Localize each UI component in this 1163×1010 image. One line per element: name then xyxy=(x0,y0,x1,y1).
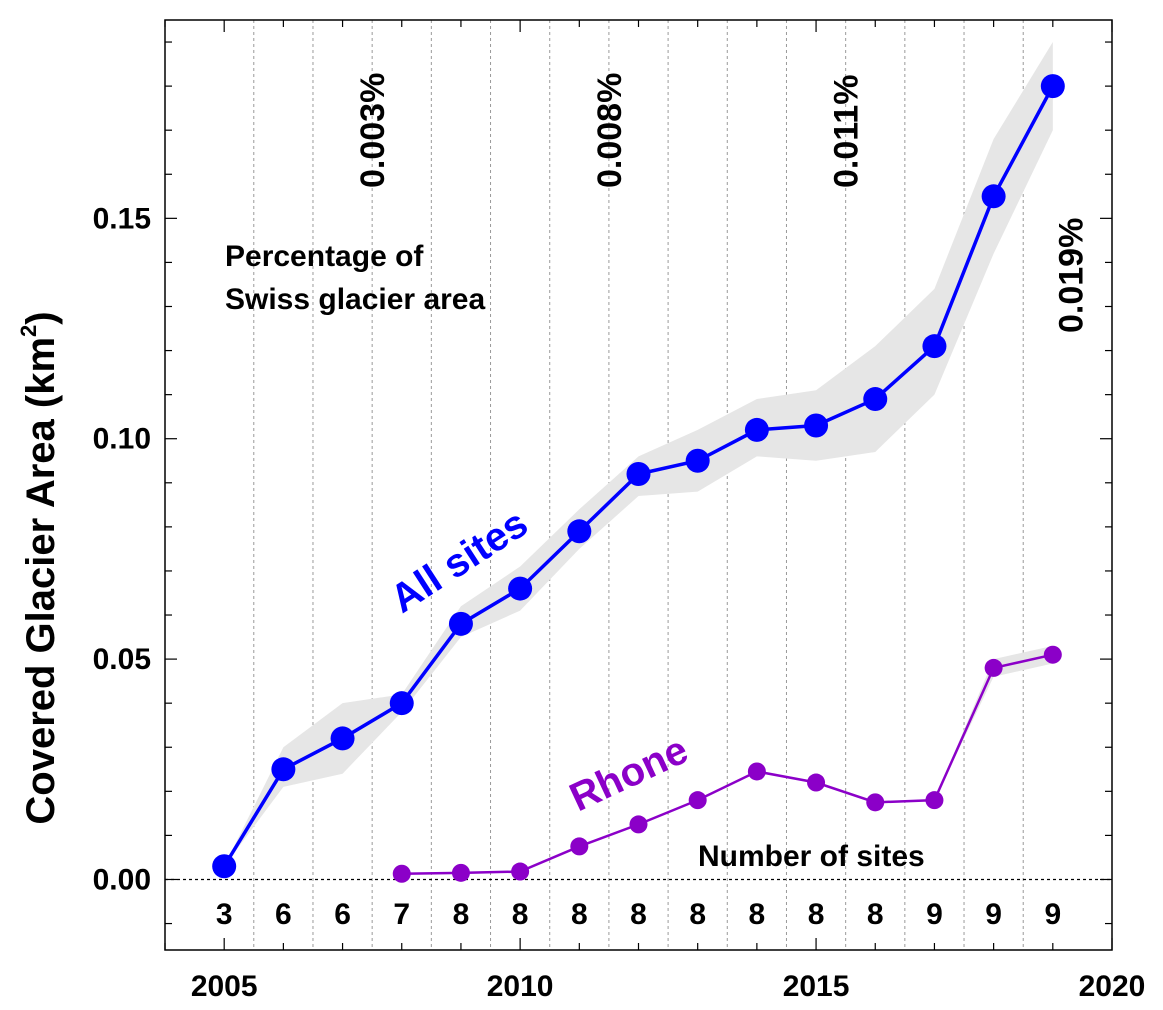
percentage-annotation: 0.019% xyxy=(1053,218,1091,333)
data-point xyxy=(744,417,769,442)
data-point xyxy=(1040,74,1065,99)
data-point xyxy=(685,448,710,473)
site-count-label: 8 xyxy=(512,898,529,931)
data-point xyxy=(626,461,651,486)
x-tick-label: 2020 xyxy=(1079,970,1146,1003)
site-count-label: 3 xyxy=(216,898,233,931)
y-tick-label: 0.15 xyxy=(93,202,151,235)
data-point xyxy=(570,837,589,856)
site-count-label: 6 xyxy=(334,898,351,931)
site-count-label: 8 xyxy=(453,898,470,931)
data-point xyxy=(804,413,829,438)
site-count-label: 9 xyxy=(926,898,943,931)
data-point xyxy=(508,576,533,601)
percentage-annotation: 0.011% xyxy=(828,75,866,188)
y-tick-label: 0.05 xyxy=(93,643,151,676)
data-point xyxy=(629,815,648,834)
data-point xyxy=(448,611,473,636)
series-label-rhone: Rhone xyxy=(563,728,694,820)
y-tick-label: 0.00 xyxy=(93,863,151,896)
data-point xyxy=(451,863,470,882)
series-line-1 xyxy=(401,653,1054,875)
site-count-label: 9 xyxy=(1044,898,1061,931)
series-points xyxy=(212,74,1065,883)
uncertainty-bands xyxy=(224,42,1053,874)
axes: 0.00 0.05 0.10 0.15 2005 2010 2015 2020 xyxy=(93,19,1146,1003)
y-tick-label: 0.10 xyxy=(93,423,151,456)
site-count-label: 7 xyxy=(393,898,410,931)
data-point xyxy=(271,757,296,782)
data-point xyxy=(807,773,826,792)
site-count-label: 6 xyxy=(275,898,292,931)
site-count-label: 9 xyxy=(985,898,1002,931)
data-point xyxy=(863,387,888,412)
data-point xyxy=(922,334,947,359)
percentage-label-line2: Swiss glacier area xyxy=(225,283,485,316)
data-point xyxy=(330,726,355,751)
data-point xyxy=(747,762,766,781)
number-of-sites-label: Number of sites xyxy=(698,840,925,873)
data-point xyxy=(567,519,592,544)
data-point xyxy=(984,658,1003,677)
data-point xyxy=(981,184,1006,209)
percentage-annotation: 0.008% xyxy=(591,73,629,188)
data-point xyxy=(511,862,530,881)
site-count-label: 8 xyxy=(630,898,647,931)
x-tick-label: 2005 xyxy=(191,970,258,1003)
data-point xyxy=(212,854,237,879)
site-count-label: 8 xyxy=(689,898,706,931)
x-tick-label: 2015 xyxy=(783,970,850,1003)
data-point xyxy=(688,791,707,810)
data-point xyxy=(866,793,885,812)
percentage-label-line1: Percentage of xyxy=(225,240,424,273)
x-tick-label: 2010 xyxy=(487,970,554,1003)
site-count-label: 8 xyxy=(808,898,825,931)
percentage-annotation: 0.003% xyxy=(354,73,392,188)
site-count-label: 8 xyxy=(867,898,884,931)
data-point xyxy=(925,791,944,810)
y-axis-label: Covered Glacier Area (km2) xyxy=(16,311,63,824)
data-point xyxy=(389,691,414,716)
uncertainty-band-0 xyxy=(224,42,1053,867)
site-count-label: 8 xyxy=(571,898,588,931)
data-point xyxy=(1043,645,1062,664)
site-count-label: 8 xyxy=(749,898,766,931)
data-point xyxy=(392,864,411,883)
